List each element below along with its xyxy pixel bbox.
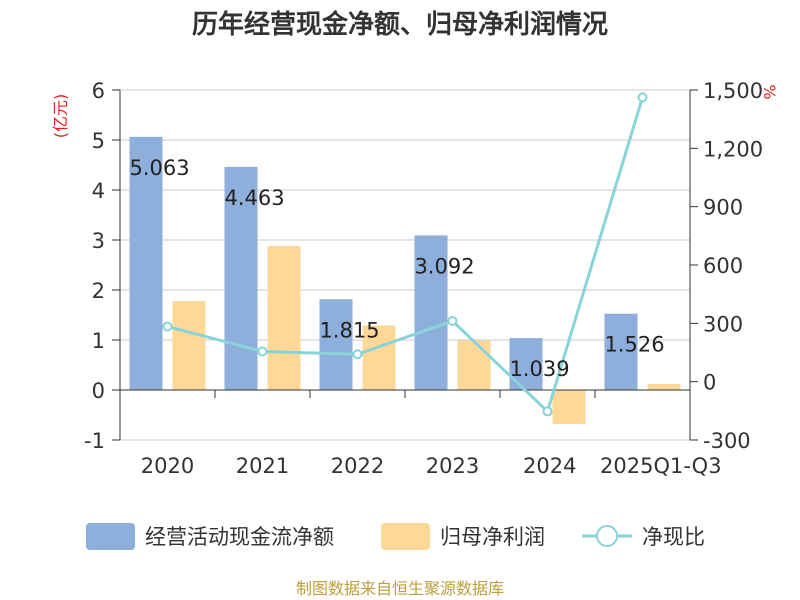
- data-label: 4.463: [224, 186, 284, 210]
- data-label: 1.039: [509, 357, 569, 381]
- right-tick-label: 1,500: [703, 79, 763, 103]
- data-label: 3.092: [414, 254, 474, 278]
- axes-layer: 6 5 4 3 2 1 0 -1 1,500 1,200 900 600 300 0 -300 2020 202…: [84, 79, 763, 478]
- legend-swatch-operating-cashflow: [86, 523, 135, 550]
- bar-net-profit: [362, 325, 396, 390]
- left-tick-label: 1: [92, 329, 105, 353]
- left-tick-label: 4: [92, 179, 105, 203]
- bars-layer: [129, 136, 681, 424]
- data-label: 1.526: [604, 333, 664, 357]
- right-axis-unit: %: [760, 84, 779, 99]
- ratio-point: [447, 316, 458, 326]
- x-tick-label: 2020: [141, 454, 194, 478]
- gridlines: [120, 89, 690, 441]
- line-layer: [162, 92, 648, 417]
- bar-net-profit: [647, 384, 681, 390]
- right-tick-label: -300: [703, 429, 751, 453]
- left-tick-label: 5: [92, 129, 105, 153]
- data-labels-layer: 5.063 4.463 1.815 3.092 1.039 1.526: [129, 156, 664, 381]
- ratio-point: [162, 321, 173, 332]
- bar-operating-cashflow: [224, 166, 258, 390]
- data-label: 1.815: [319, 318, 379, 342]
- bar-operating-cashflow: [129, 136, 163, 390]
- chart-title: 历年经营现金净额、归母净利润情况: [192, 9, 608, 40]
- x-tick-label: 2022: [331, 454, 384, 478]
- bar-net-profit: [552, 390, 586, 424]
- right-tick-label: 900: [703, 196, 743, 220]
- legend-swatch-net-profit: [381, 523, 430, 550]
- bar-operating-cashflow: [414, 235, 448, 390]
- ratio-point: [637, 92, 648, 103]
- left-tick-label: 2: [92, 279, 105, 303]
- legend-swatch-ratio-point: [596, 525, 618, 547]
- left-tick-label: 3: [92, 229, 105, 253]
- left-tick-label: 6: [92, 79, 105, 103]
- right-tick-label: 300: [703, 312, 743, 336]
- ratio-line: [167, 96, 644, 415]
- legend-label-net-profit: 归母净利润: [440, 525, 545, 549]
- legend: 经营活动现金流净额 归母净利润 净现比: [86, 523, 705, 550]
- bar-net-profit: [457, 340, 491, 390]
- left-axis-unit: (亿元): [51, 94, 70, 139]
- legend-label-ratio: 净现比: [642, 525, 705, 549]
- ratio-point: [352, 349, 363, 360]
- x-tick-label: 2021: [236, 454, 289, 478]
- x-tick-label: 2023: [426, 454, 479, 478]
- bar-net-profit: [267, 246, 301, 390]
- x-tick-label: 2025Q1-Q3: [600, 454, 722, 478]
- ratio-point: [257, 346, 268, 357]
- ratio-point: [542, 406, 553, 417]
- bar-operating-cashflow: [604, 313, 638, 390]
- data-label: 5.063: [129, 156, 189, 180]
- right-tick-label: 0: [703, 371, 716, 395]
- legend-label-operating-cashflow: 经营活动现金流净额: [145, 525, 334, 549]
- left-tick-label: -1: [84, 429, 105, 453]
- right-tick-label: 1,200: [703, 137, 763, 161]
- x-tick-label: 2024: [523, 454, 576, 478]
- left-tick-label: 0: [92, 379, 105, 403]
- bar-net-profit: [172, 301, 206, 390]
- right-tick-label: 600: [703, 254, 743, 278]
- bar-operating-cashflow: [319, 299, 353, 390]
- source-note: 制图数据来自恒生聚源数据库: [296, 579, 504, 598]
